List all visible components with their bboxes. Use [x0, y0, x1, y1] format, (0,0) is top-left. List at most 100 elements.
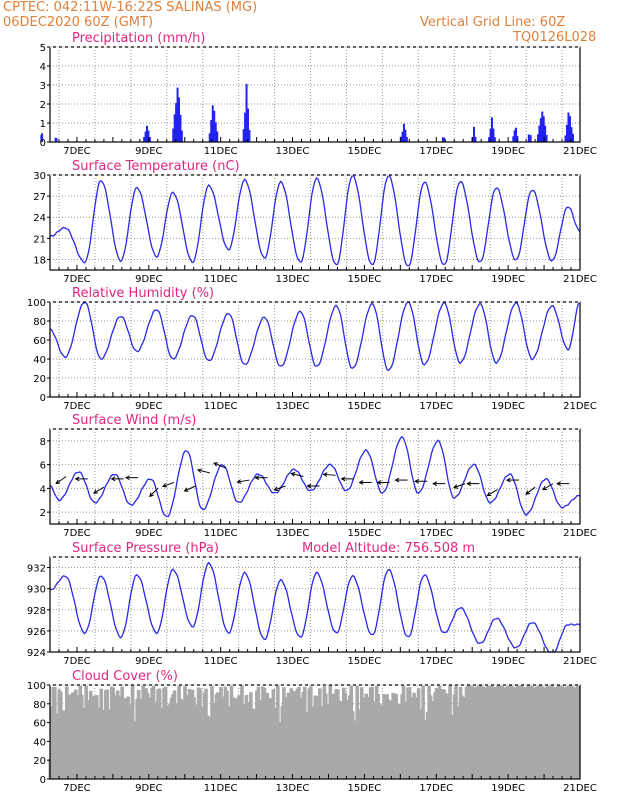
x-tick-label: 7DEC — [63, 656, 90, 667]
precip-bar — [567, 112, 570, 142]
cloud-bar — [207, 716, 211, 779]
y-tick-label: 18 — [33, 255, 46, 266]
panel-title: Surface Wind (m/s) — [72, 413, 196, 428]
precip-bar — [173, 114, 176, 142]
y-tick-label: 930 — [27, 585, 46, 596]
x-tick-label: 15DEC — [348, 274, 382, 285]
precip-bar — [41, 133, 44, 142]
y-tick-label: 80 — [33, 700, 46, 711]
wind-arrow — [376, 480, 390, 485]
y-tick-label: 0 — [40, 138, 46, 149]
x-tick-label: 13DEC — [276, 656, 310, 667]
x-tick-label: 9DEC — [135, 146, 162, 157]
y-tick-label: 60 — [33, 336, 46, 347]
y-tick-label: 928 — [27, 606, 46, 617]
precip-bar — [490, 117, 493, 142]
precip-bar — [545, 134, 548, 142]
plot-frame — [49, 46, 581, 143]
precip-bar — [513, 130, 516, 142]
precip-bar — [143, 136, 146, 142]
precip-bar — [512, 136, 515, 142]
precip-bar — [536, 134, 539, 142]
x-tick-label: 7DEC — [63, 146, 90, 157]
cloud-bar — [455, 706, 460, 779]
y-tick-label: 2 — [40, 100, 46, 111]
wind-arrow — [556, 481, 570, 486]
wind-arrow — [322, 472, 336, 477]
x-tick-label: 11DEC — [204, 401, 238, 412]
header-run-time: 06DEC2020 60Z (GMT) — [3, 15, 154, 30]
x-tick-label: 15DEC — [348, 401, 382, 412]
precip-bar — [248, 129, 251, 142]
wind-arrow — [196, 468, 211, 474]
x-tick-label: 13DEC — [276, 783, 310, 794]
x-tick-label: 7DEC — [63, 274, 90, 285]
x-tick-label: 9DEC — [135, 656, 162, 667]
cloud-bar — [54, 713, 59, 779]
cloud-bar — [138, 698, 142, 779]
precip-bar — [208, 133, 211, 142]
precip-bar — [474, 136, 477, 142]
x-tick-label: 11DEC — [204, 528, 238, 539]
y-tick-label: 6 — [40, 461, 46, 472]
y-tick-label: 4 — [40, 62, 46, 73]
series-line — [49, 435, 581, 518]
x-tick-label: 15DEC — [348, 656, 382, 667]
precip-bar — [568, 116, 571, 142]
x-tick-label: 13DEC — [276, 528, 310, 539]
cloud-bar — [577, 685, 581, 779]
vertical-grid — [50, 175, 580, 270]
panel-title: Relative Humidity (%) — [72, 286, 214, 301]
y-tick-label: 0 — [40, 393, 46, 404]
x-tick-label: 21DEC — [563, 656, 597, 667]
panel-subtitle: Model Altitude: 756.508 m — [302, 541, 475, 556]
y-tick-label: 60 — [33, 719, 46, 730]
y-tick-label: 8 — [40, 437, 46, 448]
cloud-bar — [359, 687, 364, 779]
panel-2: Surface Temperature (nC) 18 21 24 27 30 7DEC 9D… — [33, 159, 597, 285]
x-tick-label: 15DEC — [348, 528, 382, 539]
precip-bar — [213, 110, 216, 142]
cloud-bar — [413, 697, 418, 779]
x-tick-label: 19DEC — [491, 274, 525, 285]
wind-arrow — [149, 488, 159, 498]
wind-arrow — [74, 476, 88, 482]
header-grid-info: Vertical Grid Line: 60Z — [420, 15, 566, 30]
y-tick-label: 40 — [33, 737, 46, 748]
panel-4: Surface Wind (m/s) 2 4 6 8 7DEC 9DEC 11DEC 13DEC… — [40, 413, 597, 539]
precip-bar — [244, 112, 247, 142]
wind-arrow — [124, 475, 139, 481]
y-tick-label: 100 — [27, 681, 46, 692]
cloud-bar — [310, 706, 315, 779]
precip-bar — [405, 136, 408, 142]
precip-bar — [529, 135, 532, 142]
x-tick-label: 21DEC — [563, 528, 597, 539]
x-tick-label: 13DEC — [276, 146, 310, 157]
y-tick-label: 1 — [40, 119, 46, 130]
y-tick-label: 3 — [40, 81, 46, 92]
precip-bar — [564, 135, 567, 142]
precip-bar — [146, 125, 149, 142]
header-location: CPTEC: 042:11W-16:22S SALINAS (MG) — [3, 0, 258, 15]
y-tick-label: 926 — [27, 627, 46, 638]
panel-3: Relative Humidity (%) 0 20 40 60 80 100 7DEC 9DE… — [27, 286, 597, 412]
wind-arrow — [161, 481, 175, 488]
precip-bar — [542, 116, 545, 142]
x-tick-label: 21DEC — [563, 783, 597, 794]
precip-bar — [565, 124, 568, 142]
cloud-bar — [165, 705, 169, 779]
cloud-bar — [428, 695, 433, 779]
precip-bar — [55, 138, 58, 142]
x-tick-label: 21DEC — [563, 401, 597, 412]
x-tick-label: 21DEC — [563, 146, 597, 157]
x-tick-label: 21DEC — [563, 274, 597, 285]
precip-bar — [148, 136, 151, 142]
precip-bar — [493, 137, 496, 142]
wind-arrow — [213, 462, 227, 469]
x-tick-label: 19DEC — [491, 656, 525, 667]
cloud-bar — [199, 707, 204, 779]
wind-arrow — [542, 483, 554, 491]
precip-bar — [245, 83, 248, 142]
x-tick-label: 9DEC — [135, 274, 162, 285]
x-tick-label: 7DEC — [63, 528, 90, 539]
